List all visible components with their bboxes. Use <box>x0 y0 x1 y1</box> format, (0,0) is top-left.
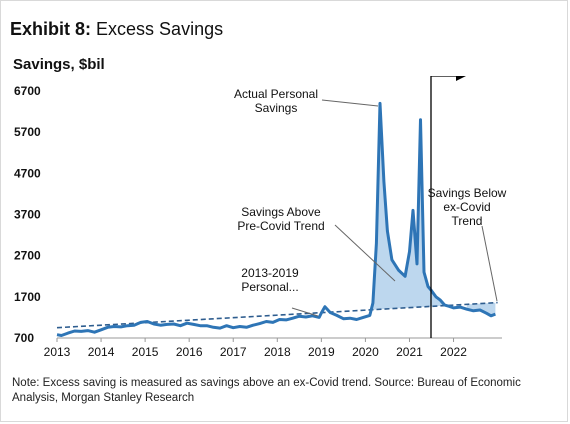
y-tick-label: 5700 <box>14 125 41 139</box>
y-tick-label: 1700 <box>14 290 41 304</box>
x-tick-label: 2019 <box>308 345 335 359</box>
y-tick-label: 700 <box>14 331 34 345</box>
y-tick-label: 3700 <box>14 208 41 222</box>
pre-covid-trend-line <box>56 301 498 329</box>
exhibit-title-text: Excess Savings <box>96 19 224 39</box>
x-tick-label: 2021 <box>396 345 423 359</box>
x-tick-label: 2016 <box>176 345 203 359</box>
x-tick-label: 2014 <box>88 345 115 359</box>
annotation-trend-line: 2013-2019 Personal... <box>241 266 299 294</box>
annotation-leader-line <box>334 224 396 282</box>
x-tick-label: 2022 <box>440 345 467 359</box>
savings-chart: 700 1700 2700 3700 4700 5700 6700 2013 2014 2015… <box>14 76 507 359</box>
y-tick-label: 4700 <box>14 166 41 180</box>
annotation-savings-above-trend: Savings Above Pre-Covid Trend <box>237 205 324 233</box>
exhibit-title: Exhibit 8: Excess Savings <box>10 19 223 40</box>
x-tick-label: 2018 <box>264 345 291 359</box>
arrow-right-icon <box>456 76 466 81</box>
exhibit-label: Exhibit 8: <box>10 19 92 39</box>
footnote: Note: Excess saving is measured as savin… <box>12 377 521 404</box>
y-tick-label: 2700 <box>14 249 41 263</box>
annotations: Actual Personal Savings Savings Above Pre-C… <box>234 87 507 317</box>
y-tick-label: 6700 <box>14 84 41 98</box>
annotation-actual-savings: Actual Personal Savings <box>234 87 318 115</box>
annotation-savings-below-trend: Savings Below ex-Covid Trend <box>428 186 507 228</box>
actual-savings-line <box>56 101 496 337</box>
annotation-leader-line <box>321 99 379 107</box>
x-axis: 2013 2014 2015 2016 2017 2018 2019 2020 2021 2022 <box>44 338 467 359</box>
y-axis: 700 1700 2700 3700 4700 5700 6700 <box>14 84 41 345</box>
x-tick-label: 2013 <box>44 345 71 359</box>
annotation-leader-line <box>481 225 498 302</box>
annotation-leader-line <box>291 307 319 317</box>
x-tick-label: 2020 <box>352 345 379 359</box>
x-tick-label: 2017 <box>220 345 247 359</box>
forecast-marker <box>430 76 466 338</box>
y-axis-unit-label: Savings, $bil <box>13 56 105 73</box>
x-tick-label: 2015 <box>132 345 159 359</box>
